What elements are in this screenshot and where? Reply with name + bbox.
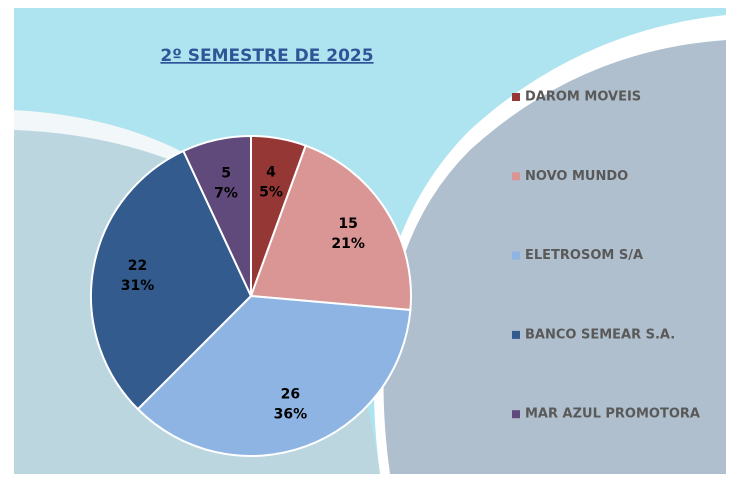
data-label: 21%	[331, 236, 365, 252]
legend-label: DAROM MOVEIS	[525, 90, 641, 105]
pie-slice	[249, 144, 412, 312]
legend-label: NOVO MUNDO	[525, 169, 628, 184]
data-label: 15	[338, 216, 357, 232]
pie-slice	[182, 134, 252, 297]
legend-swatch	[512, 251, 520, 260]
data-label: 4	[266, 165, 276, 181]
legend-label: ELETROSOM S/A	[525, 248, 643, 263]
chart-title: 2º SEMESTRE DE 2025	[160, 46, 373, 66]
legend-label: MAR AZUL PROMOTORA	[525, 407, 700, 422]
data-label: 22	[128, 258, 147, 274]
legend-swatch	[512, 172, 520, 181]
data-label: 36%	[274, 406, 308, 422]
pie-slice	[90, 149, 253, 411]
data-label: 7%	[214, 186, 238, 202]
pie-slice	[136, 294, 412, 457]
legend-swatch	[512, 410, 520, 419]
background-shape	[376, 40, 726, 474]
data-label: 5	[221, 166, 231, 182]
legend-swatch	[512, 93, 520, 101]
legend-swatch	[512, 330, 520, 339]
data-label: 31%	[121, 278, 155, 294]
data-label: 26	[281, 386, 300, 402]
data-label: 5%	[259, 185, 283, 201]
legend-label: BANCO SEMEAR S.A.	[525, 327, 675, 342]
